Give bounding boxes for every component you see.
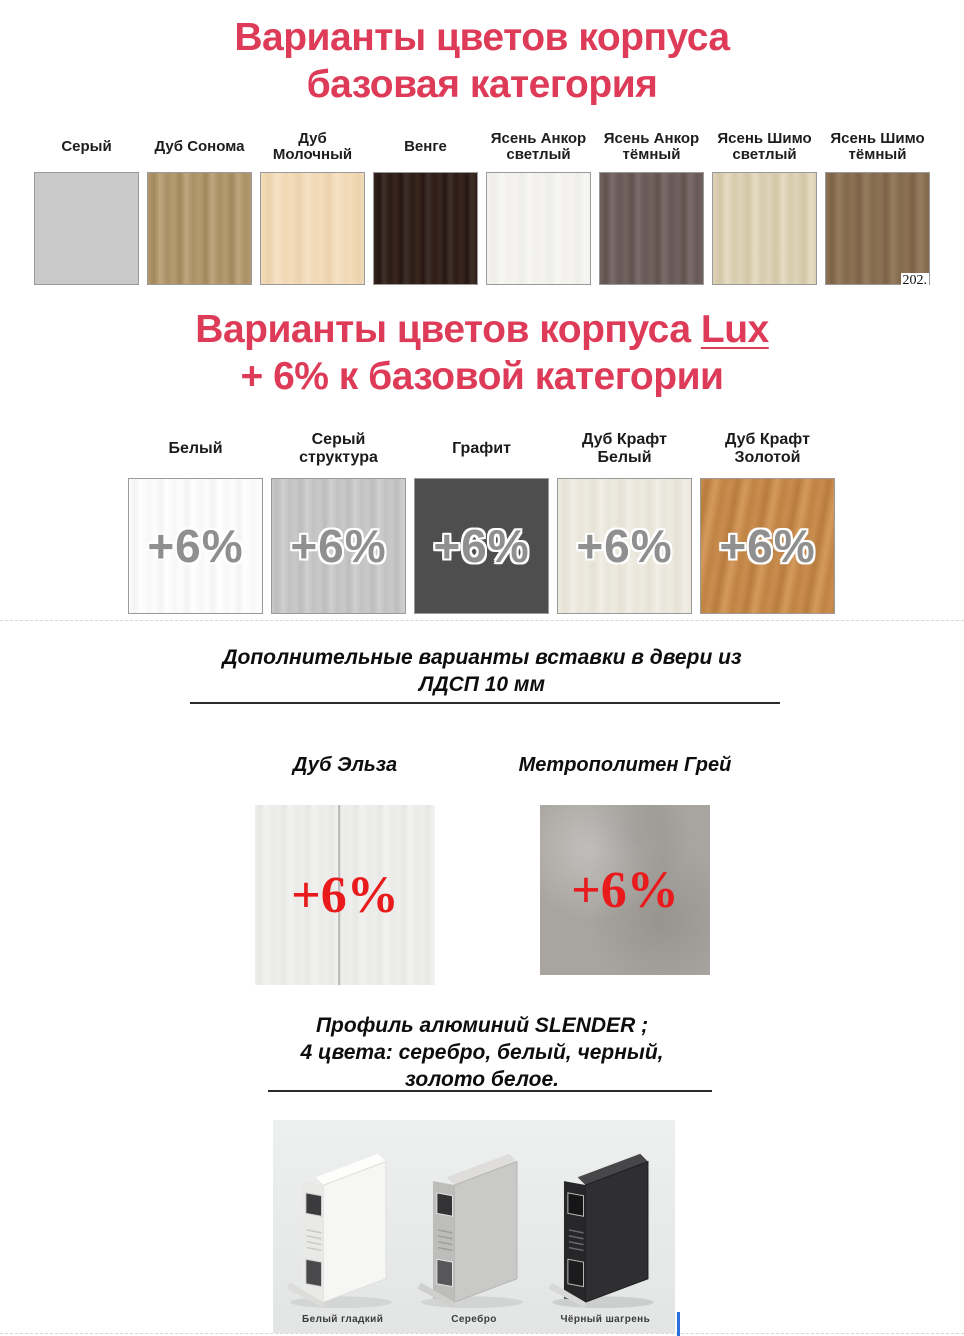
swatch-sery-struktura: +6% xyxy=(271,478,406,614)
swatch-label: Дуб Крафт Белый xyxy=(582,431,667,466)
inserts-heading-line1: Дополнительные варианты вставки в двери … xyxy=(222,646,742,669)
surcharge-badge: +6% xyxy=(433,520,530,572)
base-section-title: Варианты цветов корпуса базовая категори… xyxy=(0,14,964,108)
inserts-heading: Дополнительные варианты вставки в двери … xyxy=(0,644,964,698)
aluminum-profile-black-graphic xyxy=(548,1153,655,1309)
profile-heading-line1: Профиль алюминий SLENDER ; xyxy=(315,1014,649,1037)
surcharge-badge: +6% xyxy=(290,520,387,572)
swatch-label: Венге xyxy=(404,137,447,155)
inserts-heading-line2: ЛДСП 10 мм xyxy=(419,673,545,696)
swatch-dub-kraft-bely: +6% xyxy=(557,478,692,614)
lux-section-title: Варианты цветов корпуса Lux + 6% к базов… xyxy=(0,306,964,400)
swatch-label: Серый xyxy=(61,137,112,155)
image-border-line xyxy=(0,620,964,621)
swatch-label: Дуб Молочный xyxy=(272,129,353,163)
profile-photo-image[interactable]: Белый гладкий Серебро xyxy=(273,1120,675,1333)
profile-black: Чёрный шагрень xyxy=(541,1144,669,1333)
insert-swatch-metropolitan-grey[interactable]: +6% xyxy=(540,805,710,975)
lux-swatch-row: +6% +6% +6% +6% +6% xyxy=(128,478,835,614)
profile-label: Белый гладкий xyxy=(302,1314,384,1325)
base-title-line2: базовая категория xyxy=(306,63,658,106)
horizontal-rule xyxy=(268,1090,712,1092)
lux-word: Lux xyxy=(700,308,769,351)
lux-label-row: Белый Серый структура Графит Дуб Крафт Б… xyxy=(128,420,835,478)
swatch-seryy xyxy=(34,172,139,285)
lux-title-prefix: Варианты цветов корпуса xyxy=(195,308,701,351)
swatch-venge xyxy=(373,172,478,285)
swatch-label: Дуб Сонома xyxy=(154,137,245,155)
profile-heading-line3: золото белое. xyxy=(404,1068,559,1091)
swatch-label: Дуб Крафт Золотой xyxy=(725,431,810,466)
base-swatch-row: 202. xyxy=(34,172,930,288)
swatch-yasen-shimo-svetly xyxy=(712,172,817,285)
profile-heading-line2: 4 цвета: серебро, белый, черный, xyxy=(300,1041,664,1064)
base-swatch-image[interactable]: Серый Дуб Сонома Дуб Молочный Венге Ясен… xyxy=(34,122,930,288)
lux-title-line2: + 6% к базовой категории xyxy=(240,355,724,398)
profile-heading: Профиль алюминий SLENDER ; 4 цвета: сере… xyxy=(0,1012,964,1093)
swatch-label: Ясень Шимо светлый xyxy=(717,129,812,163)
swatch-label: Ясень Анкор светлый xyxy=(490,129,587,163)
swatch-label: Белый xyxy=(168,440,223,457)
surcharge-badge: +6% xyxy=(719,520,816,572)
insert-label-dub-elza: Дуб Эльза xyxy=(292,754,398,776)
base-title-line1: Варианты цветов корпуса xyxy=(234,16,730,59)
text-cursor xyxy=(677,1312,680,1336)
horizontal-rule xyxy=(190,702,780,704)
swatch-label: Серый структура xyxy=(299,431,378,466)
surcharge-badge: +6% xyxy=(576,520,673,572)
profile-label: Чёрный шагрень xyxy=(560,1314,651,1325)
aluminum-profile-white-graphic xyxy=(286,1153,392,1309)
swatch-dub-sonoma xyxy=(147,172,252,285)
surcharge-badge: +6% xyxy=(291,866,399,924)
swatch-yasen-ankor-temny xyxy=(599,172,704,285)
image-border-line xyxy=(0,1333,964,1334)
insert-label-metropolitan-grey: Метрополитен Грей xyxy=(518,754,732,776)
swatch-dub-kraft-zolotoy: +6% xyxy=(700,478,835,614)
profile-silver: Серебро xyxy=(410,1144,538,1333)
surcharge-badge: +6% xyxy=(147,520,244,572)
photo-watermark: 202. xyxy=(900,273,929,288)
insert-swatch-dub-elza[interactable]: +6% xyxy=(255,805,435,985)
surcharge-badge: +6% xyxy=(571,861,679,919)
swatch-yasen-shimo-temny: 202. xyxy=(825,172,930,288)
swatch-bely: +6% xyxy=(128,478,263,614)
swatch-label: Графит xyxy=(452,440,511,457)
swatch-dub-molochny xyxy=(260,172,365,285)
base-label-row: Серый Дуб Сонома Дуб Молочный Венге Ясен… xyxy=(34,122,930,172)
swatch-label: Ясень Шимо тёмный xyxy=(830,129,925,163)
profile-white: Белый гладкий xyxy=(279,1144,407,1333)
swatch-yasen-ankor-svetly xyxy=(486,172,591,285)
profile-label: Серебро xyxy=(451,1314,497,1325)
lux-title-line1: Варианты цветов корпуса Lux xyxy=(0,306,964,353)
swatch-grafit: +6% xyxy=(414,478,549,614)
aluminum-profile-silver-graphic xyxy=(417,1153,523,1309)
swatch-label: Ясень Анкор тёмный xyxy=(603,129,700,163)
lux-swatch-image[interactable]: Белый Серый структура Графит Дуб Крафт Б… xyxy=(128,420,835,614)
